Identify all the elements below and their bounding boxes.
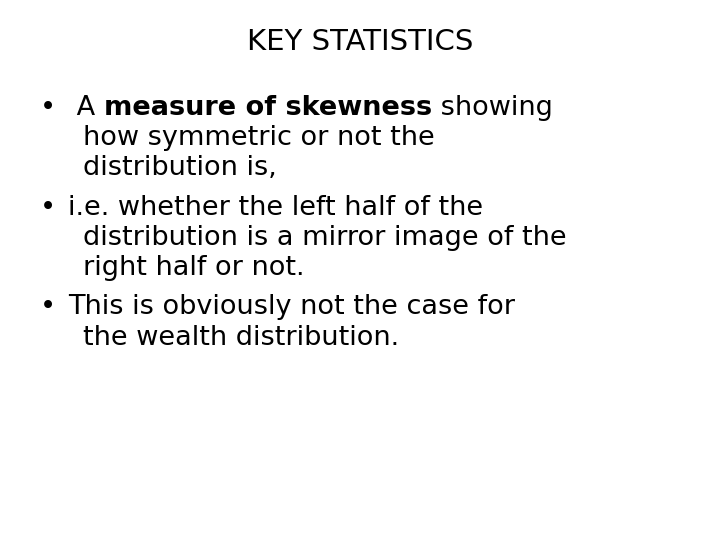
Text: the wealth distribution.: the wealth distribution. (83, 325, 399, 350)
Text: This is obviously not the case for: This is obviously not the case for (68, 294, 516, 320)
Text: measure of skewness: measure of skewness (104, 95, 432, 121)
Text: •: • (40, 95, 55, 121)
Text: how symmetric or not the: how symmetric or not the (83, 125, 435, 151)
Text: •: • (40, 195, 55, 221)
Text: i.e. whether the left half of the: i.e. whether the left half of the (68, 195, 484, 221)
Text: distribution is a mirror image of the: distribution is a mirror image of the (83, 225, 567, 251)
Text: distribution is,: distribution is, (83, 156, 276, 181)
Text: •: • (40, 294, 55, 320)
Text: right half or not.: right half or not. (83, 255, 305, 281)
Text: showing: showing (432, 95, 553, 121)
Text: KEY STATISTICS: KEY STATISTICS (247, 28, 473, 56)
Text: A: A (68, 95, 104, 121)
